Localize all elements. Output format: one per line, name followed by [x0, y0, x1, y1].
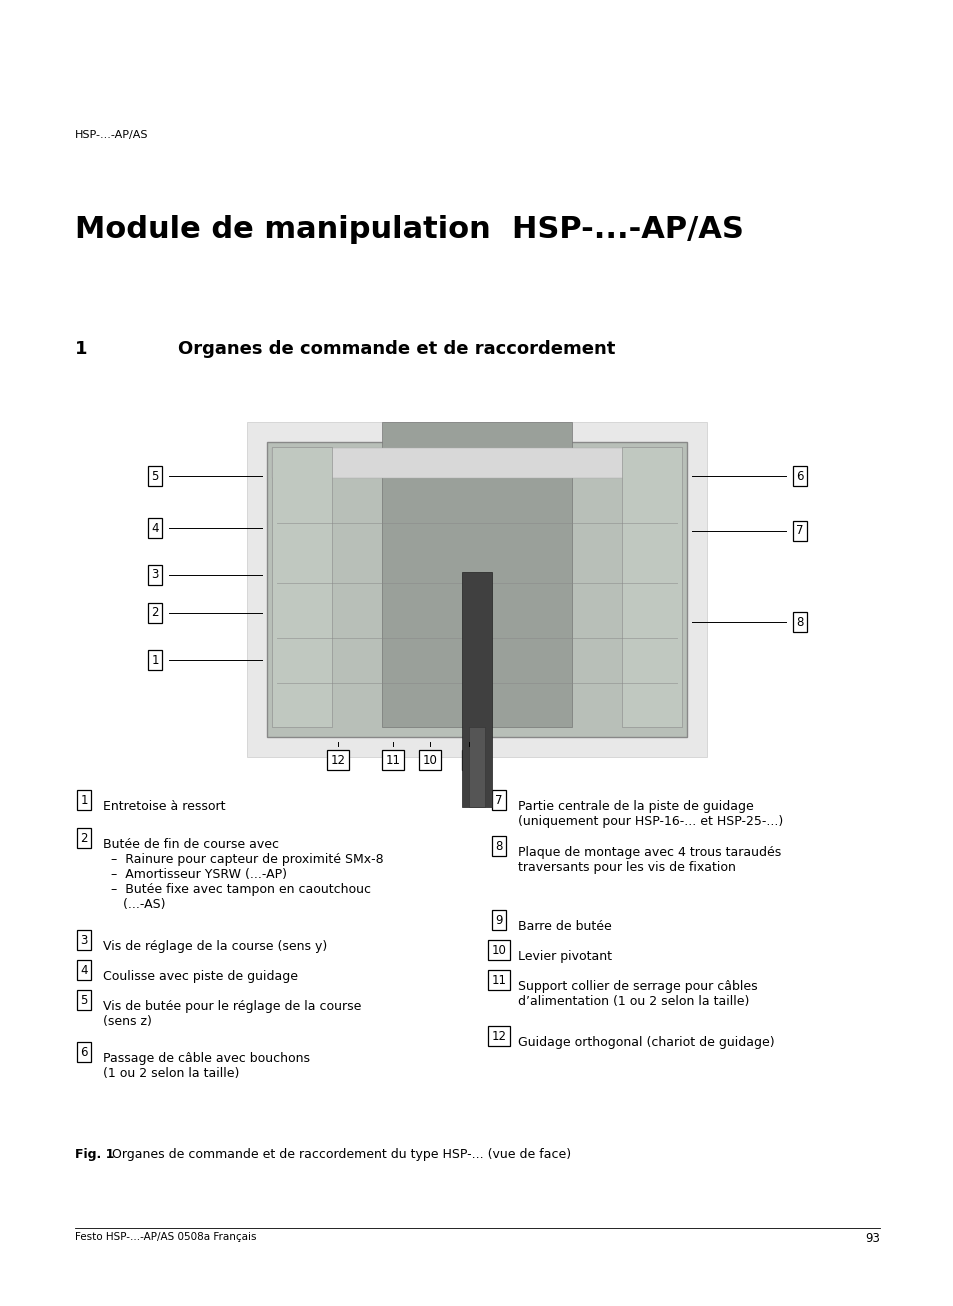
Text: 8: 8: [495, 840, 502, 853]
Text: (...-AS): (...-AS): [103, 899, 165, 912]
Text: Entretoise à ressort: Entretoise à ressort: [103, 801, 225, 814]
Text: Levier pivotant: Levier pivotant: [517, 949, 612, 963]
Bar: [247, 422, 706, 757]
Bar: [272, 447, 332, 727]
Text: 10: 10: [422, 754, 437, 767]
Text: (1 ou 2 selon la taille): (1 ou 2 selon la taille): [103, 1067, 239, 1080]
Text: Fig. 1: Fig. 1: [75, 1148, 114, 1161]
Text: 12: 12: [491, 1029, 506, 1042]
Text: 9: 9: [495, 913, 502, 926]
Text: 1: 1: [152, 653, 158, 666]
Text: 6: 6: [796, 469, 803, 482]
Text: 4: 4: [152, 521, 158, 534]
Text: –  Butée fixe avec tampon en caoutchouc: – Butée fixe avec tampon en caoutchouc: [103, 883, 371, 896]
Text: HSP-...-AP/AS: HSP-...-AP/AS: [75, 131, 149, 140]
Text: Partie centrale de la piste de guidage: Partie centrale de la piste de guidage: [517, 801, 753, 814]
Bar: [267, 441, 686, 737]
Text: –  Amortisseur YSRW (...-AP): – Amortisseur YSRW (...-AP): [103, 868, 287, 882]
Text: 11: 11: [385, 754, 400, 767]
Text: 1: 1: [75, 340, 88, 358]
Text: 10: 10: [491, 943, 506, 956]
Text: 1: 1: [80, 794, 88, 807]
Text: traversants pour les vis de fixation: traversants pour les vis de fixation: [517, 861, 735, 874]
Bar: [461, 572, 492, 807]
Text: Passage de câble avec bouchons: Passage de câble avec bouchons: [103, 1053, 310, 1064]
Text: 2: 2: [152, 606, 158, 619]
Text: (sens z): (sens z): [103, 1015, 152, 1028]
Text: 3: 3: [80, 934, 88, 947]
Text: 4: 4: [80, 964, 88, 977]
Text: 9: 9: [465, 754, 473, 767]
Text: Vis de butée pour le réglage de la course: Vis de butée pour le réglage de la cours…: [103, 1000, 361, 1013]
Text: d’alimentation (1 ou 2 selon la taille): d’alimentation (1 ou 2 selon la taille): [517, 995, 749, 1008]
Text: Vis de réglage de la course (sens y): Vis de réglage de la course (sens y): [103, 940, 327, 953]
Text: Organes de commande et de raccordement du type HSP-... (vue de face): Organes de commande et de raccordement d…: [112, 1148, 571, 1161]
Bar: [621, 447, 681, 727]
Text: 7: 7: [495, 794, 502, 807]
Text: 3: 3: [152, 568, 158, 581]
Text: (uniquement pour HSP-16-... et HSP-25-...): (uniquement pour HSP-16-... et HSP-25-..…: [517, 815, 782, 828]
Bar: [272, 448, 681, 478]
Text: 2: 2: [80, 832, 88, 845]
Text: –  Rainure pour capteur de proximité SMx-8: – Rainure pour capteur de proximité SMx-…: [103, 853, 383, 866]
Text: 11: 11: [491, 973, 506, 986]
Text: Barre de butée: Barre de butée: [517, 919, 611, 932]
Text: Festo HSP-...-AP/AS 0508a Français: Festo HSP-...-AP/AS 0508a Français: [75, 1232, 256, 1242]
Bar: [469, 727, 484, 807]
Text: 8: 8: [796, 615, 802, 628]
Text: Plaque de montage avec 4 trous taraudés: Plaque de montage avec 4 trous taraudés: [517, 846, 781, 859]
Text: Module de manipulation  HSP-...-AP/AS: Module de manipulation HSP-...-AP/AS: [75, 215, 743, 244]
Text: Organes de commande et de raccordement: Organes de commande et de raccordement: [178, 340, 615, 358]
Text: 5: 5: [152, 469, 158, 482]
Text: Coulisse avec piste de guidage: Coulisse avec piste de guidage: [103, 970, 297, 983]
Text: 12: 12: [330, 754, 345, 767]
Text: Butée de fin de course avec: Butée de fin de course avec: [103, 838, 278, 852]
Text: Support collier de serrage pour câbles: Support collier de serrage pour câbles: [517, 980, 757, 993]
Text: 93: 93: [864, 1232, 879, 1245]
Text: Guidage orthogonal (chariot de guidage): Guidage orthogonal (chariot de guidage): [517, 1036, 774, 1049]
Text: 7: 7: [796, 525, 803, 538]
Text: 5: 5: [80, 994, 88, 1007]
Text: 6: 6: [80, 1046, 88, 1058]
Bar: [381, 422, 572, 727]
